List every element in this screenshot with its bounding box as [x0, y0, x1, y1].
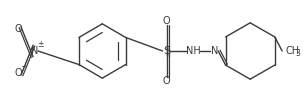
Text: O: O [163, 76, 170, 86]
Text: S: S [163, 46, 170, 56]
Text: O: O [14, 24, 22, 34]
Text: ±: ± [37, 40, 44, 49]
Text: O: O [14, 68, 22, 78]
Text: −: − [20, 62, 28, 71]
Text: N: N [211, 46, 218, 56]
Text: NH: NH [186, 46, 201, 56]
Text: CH: CH [285, 46, 299, 56]
Text: N: N [32, 46, 39, 56]
Text: O: O [163, 16, 170, 26]
Text: 3: 3 [295, 49, 300, 58]
